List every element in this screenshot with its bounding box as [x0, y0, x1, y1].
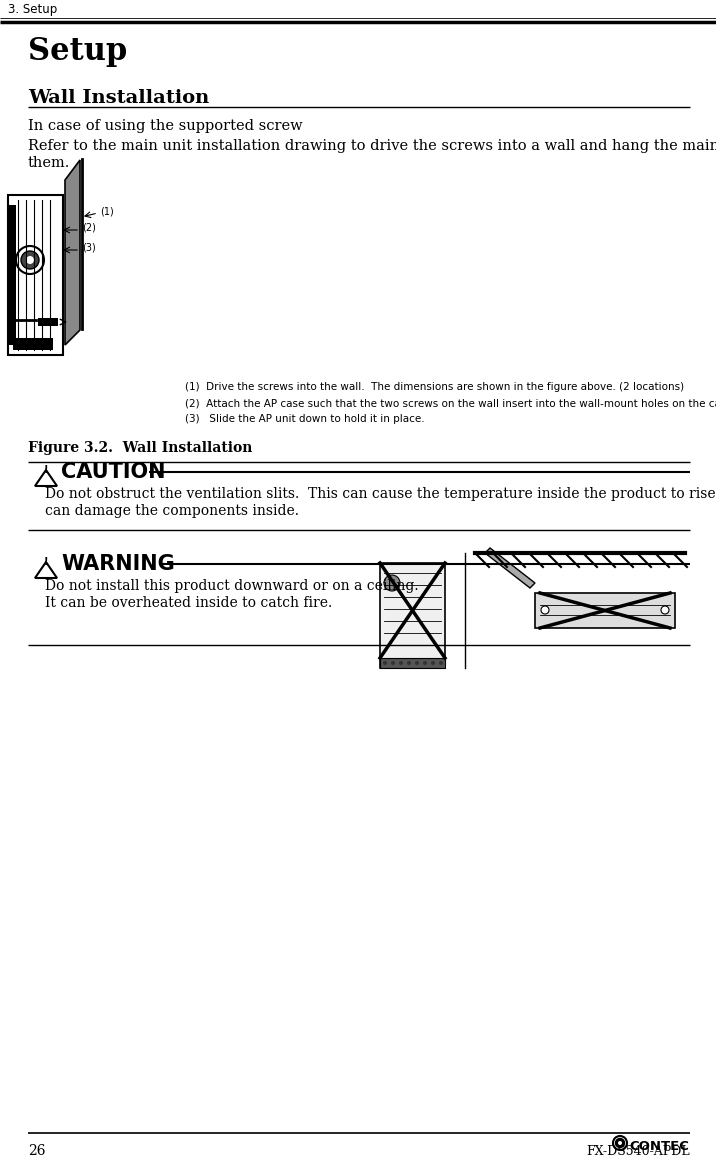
Text: (3): (3) — [82, 243, 96, 254]
Text: Wall Installation: Wall Installation — [28, 90, 209, 107]
Text: (3)   Slide the AP unit down to hold it in place.: (3) Slide the AP unit down to hold it in… — [185, 414, 425, 424]
Text: them.: them. — [28, 156, 70, 170]
Circle shape — [613, 1136, 627, 1150]
Text: 26: 26 — [28, 1144, 46, 1158]
Circle shape — [423, 661, 427, 665]
Text: (2)  Attach the AP case such that the two screws on the wall insert into the wal: (2) Attach the AP case such that the two… — [185, 398, 716, 408]
Bar — [380, 563, 445, 668]
Text: Do not install this product downward or on a ceiling.: Do not install this product downward or … — [45, 579, 419, 593]
Bar — [8, 205, 16, 345]
Circle shape — [415, 661, 419, 665]
Circle shape — [616, 1139, 624, 1148]
Circle shape — [16, 247, 44, 274]
Text: Figure 3.2.  Wall Installation: Figure 3.2. Wall Installation — [28, 441, 252, 455]
Bar — [380, 658, 445, 668]
Text: FX-DS540-APDL: FX-DS540-APDL — [586, 1146, 690, 1158]
Text: !: ! — [44, 465, 48, 475]
Text: It can be overheated inside to catch fire.: It can be overheated inside to catch fir… — [45, 595, 332, 611]
Circle shape — [21, 251, 39, 269]
Text: WARNING: WARNING — [61, 554, 175, 575]
Polygon shape — [65, 160, 80, 345]
Polygon shape — [35, 470, 57, 486]
Circle shape — [391, 661, 395, 665]
Bar — [38, 317, 58, 326]
Text: !: ! — [44, 557, 48, 568]
Text: Setup: Setup — [28, 36, 127, 67]
Circle shape — [661, 606, 669, 614]
Circle shape — [384, 575, 400, 591]
Text: CAUTION: CAUTION — [61, 462, 165, 481]
Circle shape — [407, 661, 411, 665]
Text: Do not obstruct the ventilation slits.  This can cause the temperature inside th: Do not obstruct the ventilation slits. T… — [45, 487, 716, 501]
Polygon shape — [485, 548, 535, 588]
Circle shape — [439, 661, 443, 665]
Text: (1)  Drive the screws into the wall.  The dimensions are shown in the figure abo: (1) Drive the screws into the wall. The … — [185, 381, 684, 392]
Text: 3. Setup: 3. Setup — [8, 3, 57, 16]
Bar — [13, 338, 53, 350]
Circle shape — [383, 661, 387, 665]
Bar — [8, 195, 63, 355]
Text: CONTEC: CONTEC — [629, 1140, 689, 1153]
Circle shape — [399, 661, 403, 665]
Text: In case of using the supported screw: In case of using the supported screw — [28, 119, 303, 133]
Circle shape — [618, 1141, 622, 1146]
Text: (2): (2) — [82, 223, 96, 233]
Text: can damage the components inside.: can damage the components inside. — [45, 504, 299, 518]
Bar — [535, 593, 675, 628]
Text: Refer to the main unit installation drawing to drive the screws into a wall and : Refer to the main unit installation draw… — [28, 140, 716, 154]
Text: (1): (1) — [100, 207, 114, 217]
Circle shape — [26, 256, 34, 264]
Circle shape — [541, 606, 549, 614]
Circle shape — [431, 661, 435, 665]
Polygon shape — [35, 562, 57, 578]
